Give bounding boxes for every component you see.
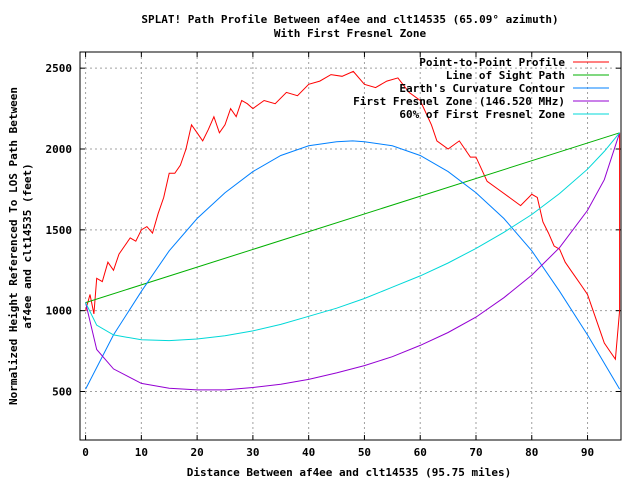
y-tick-label: 500 [52,386,72,399]
x-tick-label: 40 [302,446,315,459]
y-axis-label-line2: af4ee and clt14535 (feet) [21,163,34,329]
series-line-3 [85,132,621,391]
chart-title: SPLAT! Path Profile Between af4ee and cl… [141,13,558,26]
x-tick-label: 60 [414,446,427,459]
x-tick-label: 90 [581,446,594,459]
plot-frame [79,51,622,441]
chart-subtitle: With First Fresnel Zone [274,27,427,40]
x-tick-label: 10 [135,446,148,459]
x-tick-label: 70 [469,446,482,459]
x-tick-label: 0 [82,446,89,459]
series-line-1 [85,132,620,304]
legend-label: First Fresnel Zone (146.520 MHz) [353,95,565,108]
legend-label: Point-to-Point Profile [419,56,565,69]
axes [79,51,622,441]
legend-label: Line of Sight Path [446,69,565,82]
y-tick-label: 1000 [46,305,73,318]
series-lines [85,70,621,391]
legend-label: Earth's Curvature Contour [399,82,565,95]
x-tick-label: 20 [190,446,203,459]
series-line-0 [85,70,621,361]
legend-label: 60% of First Fresnel Zone [399,108,565,121]
grid-lines [80,52,621,440]
x-tick-label: 30 [246,446,259,459]
x-tick-label: 80 [525,446,538,459]
x-tick-label: 50 [358,446,371,459]
series-line-4 [85,132,620,342]
series-line-2 [85,140,621,390]
y-axis-label-line1: Normalized Height Referenced To LOS Path… [7,87,20,405]
y-tick-label: 2500 [46,62,73,75]
tick-labels: 0 10 20 30 40 50 60 70 80 90 500 1000 1500 2000 2500 [46,62,595,459]
x-axis-label: Distance Between af4ee and clt14535 (95.… [187,466,512,479]
y-tick-label: 2000 [46,143,73,156]
y-tick-label: 1500 [46,224,73,237]
